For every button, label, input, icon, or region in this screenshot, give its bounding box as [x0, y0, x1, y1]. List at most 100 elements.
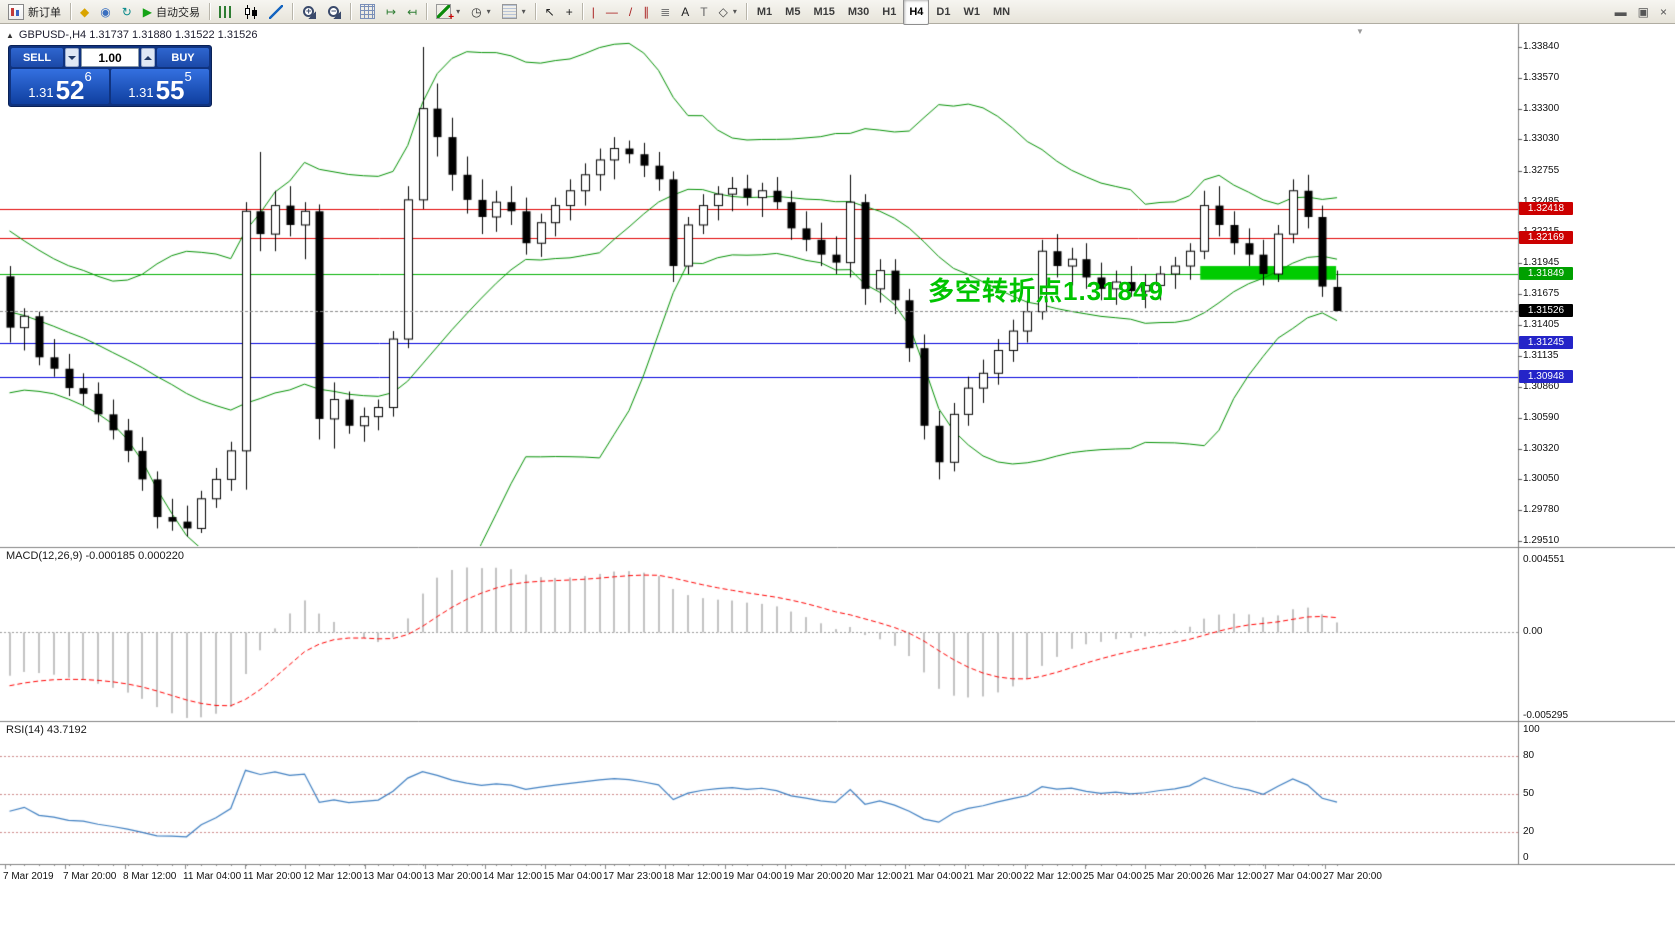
line-chart-icon-glyph	[269, 4, 284, 19]
bar-chart-icon[interactable]	[214, 0, 238, 24]
sell-button[interactable]: 1.31 52 6	[11, 69, 109, 104]
toolbar-separator	[745, 3, 747, 20]
toolbar-group-window-controls: ▬ ▣ ×	[1610, 0, 1672, 24]
chart-shift-icon[interactable]: ↤	[402, 0, 422, 24]
auto-scroll-icon-glyph: ↦	[386, 4, 397, 19]
shapes-dropdown-glyph: ◇	[718, 4, 728, 19]
volume-decrease-button[interactable]	[65, 48, 79, 67]
tf-h1-label: H1	[882, 5, 897, 18]
sell-price-prefix: 1.31	[28, 84, 54, 100]
indicators-dropdown[interactable]: ▾	[431, 0, 465, 24]
window-minimize-icon[interactable]: ▬	[1610, 0, 1632, 24]
toolbar-group-timeframes: M1 M5 M15 M30 H1 H4 D1 W1 MN	[751, 0, 1016, 25]
zoom-out-icon[interactable]	[322, 0, 346, 24]
buy-button[interactable]: 1.31 55 5	[111, 69, 209, 104]
buy-price-main: 55	[155, 74, 185, 105]
fibonacci-icon[interactable]: ≣	[655, 0, 675, 24]
cursor-icon[interactable]: ↖	[540, 0, 560, 24]
tf-w1[interactable]: W1	[957, 0, 986, 25]
toolbar-separator	[534, 3, 536, 20]
chart-shift-icon-glyph: ↤	[407, 4, 418, 19]
periods-dropdown-caret: ▾	[486, 7, 491, 16]
sell-label[interactable]: SELL	[11, 48, 63, 67]
volume-input[interactable]	[81, 48, 139, 67]
chart-canvas[interactable]	[0, 24, 1675, 946]
channel-icon-glyph: ∥	[643, 4, 650, 19]
auto-scroll-icon[interactable]: ↦	[381, 0, 401, 24]
channel-icon[interactable]: ∥	[638, 0, 654, 24]
label-icon[interactable]: T	[695, 0, 712, 24]
tf-h4-label: H4	[909, 5, 924, 18]
tf-m1[interactable]: M1	[751, 0, 778, 25]
tf-h1[interactable]: H1	[876, 0, 902, 25]
accounts-icon-glyph: ◆	[80, 4, 90, 19]
templates-dropdown[interactable]: ▾	[497, 0, 531, 24]
indicators-dropdown-glyph	[436, 4, 454, 23]
grid-icon-glyph	[360, 4, 376, 19]
chart-shift-marker[interactable]: ▼	[1356, 27, 1364, 36]
buy-price-sup: 5	[184, 69, 192, 84]
tf-m30-label: M30	[847, 5, 870, 18]
tf-mn[interactable]: MN	[987, 0, 1016, 25]
line-chart-icon[interactable]	[264, 0, 288, 24]
tf-d1-label: D1	[936, 5, 951, 18]
toolbar-separator	[292, 3, 294, 20]
buy-label[interactable]: BUY	[157, 48, 209, 67]
tf-m30[interactable]: M30	[842, 0, 875, 25]
crosshair-icon[interactable]: +	[561, 0, 578, 24]
text-icon-glyph: A	[681, 4, 690, 19]
toolbar-separator	[209, 3, 211, 20]
crosshair-icon-glyph: +	[565, 4, 573, 19]
new-order-button[interactable]: 新订单	[3, 0, 66, 24]
templates-dropdown-caret: ▾	[521, 7, 526, 16]
vertical-line-icon-glyph: |	[591, 4, 595, 19]
zoom-in-icon-glyph	[302, 4, 317, 19]
shapes-dropdown[interactable]: ◇ ▾	[714, 0, 742, 24]
horizontal-line-icon[interactable]: —	[601, 0, 623, 24]
toolbar-group-pointer: ↖ +	[540, 0, 578, 24]
trendline-icon-glyph: /	[628, 4, 633, 19]
tf-h4[interactable]: H4	[903, 0, 930, 25]
window-restore-icon[interactable]: ▣	[1633, 0, 1654, 24]
tf-m5[interactable]: M5	[779, 0, 806, 25]
trendline-icon[interactable]: /	[624, 0, 637, 24]
text-icon[interactable]: A	[676, 0, 694, 24]
zoom-out-icon-glyph	[327, 4, 342, 19]
community-icon[interactable]: ◉	[95, 0, 115, 24]
tf-d1[interactable]: D1	[930, 0, 956, 25]
toolbar-group-chart-type	[214, 0, 288, 24]
autotrading-button[interactable]: ▶ 自动交易	[138, 0, 205, 24]
window-minimize-icon-glyph: ▬	[1614, 4, 1627, 19]
periods-dropdown-glyph: ◷	[471, 4, 482, 19]
candlestick-chart-icon[interactable]	[239, 0, 263, 24]
accounts-icon[interactable]: ◆	[75, 0, 94, 24]
indicators-dropdown-caret: ▾	[456, 7, 461, 16]
toolbar-separator	[350, 3, 352, 20]
volume-increase-button[interactable]	[141, 48, 155, 67]
bar-chart-icon-glyph	[219, 5, 234, 18]
community-icon-glyph: ◉	[100, 4, 111, 19]
grid-icon[interactable]	[355, 0, 380, 24]
zoom-in-icon[interactable]	[297, 0, 321, 24]
toolbar-group-scroll: ↦ ↤	[355, 0, 422, 24]
buy-price-prefix: 1.31	[128, 84, 154, 100]
fibonacci-icon-glyph: ≣	[660, 4, 671, 19]
toolbar-separator	[581, 3, 583, 20]
horizontal-line-icon-glyph: —	[605, 4, 618, 19]
tf-m1-label: M1	[756, 5, 773, 18]
cursor-icon-glyph: ↖	[544, 4, 555, 19]
refresh-icon[interactable]: ↻	[117, 0, 137, 24]
toolbar-separator	[426, 3, 428, 20]
window-close-icon[interactable]: ×	[1655, 0, 1672, 24]
periods-dropdown[interactable]: ◷ ▾	[466, 0, 496, 24]
shapes-dropdown-caret: ▾	[732, 7, 737, 16]
vertical-line-icon[interactable]: |	[587, 0, 600, 24]
tf-m15[interactable]: M15	[807, 0, 840, 25]
tf-m5-label: M5	[785, 5, 801, 18]
tf-m15-label: M15	[813, 5, 835, 18]
sell-price-sup: 6	[84, 69, 92, 84]
toolbar-group-accounts: ◆ ◉ ↻ ▶ 自动交易	[75, 0, 205, 24]
toolbar-separator	[70, 3, 71, 20]
candlestick-chart-icon-glyph	[244, 4, 259, 19]
toolbar-group-zoom	[297, 0, 346, 24]
